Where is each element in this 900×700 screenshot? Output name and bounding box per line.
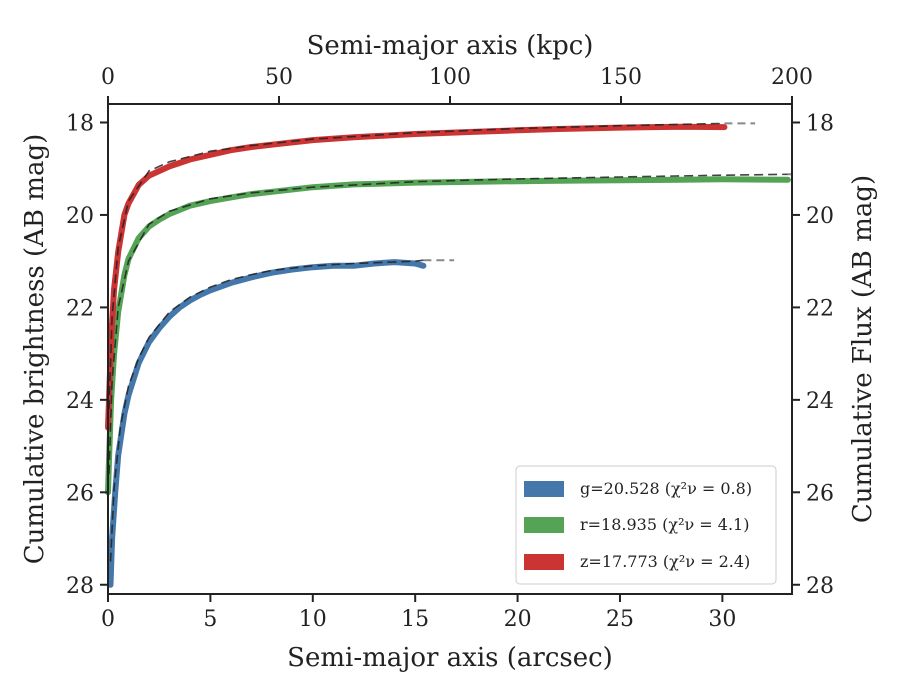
x-tick-label-10: 10 [299,607,327,632]
x-tick-label-0: 0 [101,607,115,632]
right-y-axis-label: Cumulative Flux (AB mag) [848,175,878,523]
y-tick-label-26: 26 [66,481,94,506]
legend-swatch-z [524,554,564,570]
series-curve-r [105,176,791,496]
right-y-tick-label-18: 18 [806,111,834,136]
legend: g=20.528 (χ²ν = 0.8) r=18.935 (χ²ν = 4.1… [515,465,777,585]
x-tick-label-30: 30 [708,607,736,632]
y-tick-label-22: 22 [66,296,94,321]
legend-label-r: r=18.935 (χ²ν = 4.1) [580,515,749,534]
x-axis-label: Semi-major axis (arcsec) [287,643,613,673]
y-tick-label-20: 20 [66,204,94,229]
y-tick-label-18: 18 [66,111,94,136]
right-y-tick-label-22: 22 [806,296,834,321]
legend-label-g: g=20.528 (χ²ν = 0.8) [580,479,752,498]
series-curve-z [105,123,728,431]
model-fits-layer [108,122,792,562]
x-tick-label-15: 15 [401,607,429,632]
right-y-axis: 18 20 22 24 26 28 [792,111,834,599]
right-y-tick-label-28: 28 [806,574,834,599]
bottom-x-axis: 0 5 10 15 20 25 30 [101,594,736,632]
top-x-axis: 0 50 100 150 200 [101,65,813,104]
legend-label-z: z=17.773 (χ²ν = 2.4) [580,552,750,571]
right-y-tick-label-24: 24 [806,389,834,414]
model-fit-r [108,173,788,474]
top-x-tick-label-150: 150 [600,65,642,90]
x-tick-label-5: 5 [203,607,217,632]
y-tick-label-28: 28 [66,574,94,599]
top-x-tick-label-200: 200 [771,65,813,90]
right-y-tick-label-20: 20 [806,204,834,229]
model-fit-g [109,259,424,562]
legend-box [515,465,777,585]
top-x-tick-label-100: 100 [429,65,471,90]
top-x-tick-label-0: 0 [101,65,115,90]
legend-swatch-r [524,517,564,533]
y-tick-label-24: 24 [66,389,94,414]
model-fit-z [108,122,725,410]
top-x-tick-label-50: 50 [265,65,293,90]
left-y-axis: 18 20 22 24 26 28 [66,111,108,599]
x-tick-label-20: 20 [504,607,532,632]
top-x-axis-label: Semi-major axis (kpc) [307,31,594,61]
y-axis-label: Cumulative brightness (AB mag) [20,134,50,565]
right-y-tick-label-26: 26 [806,481,834,506]
legend-swatch-g [524,481,564,497]
series-curve-g [107,259,427,588]
x-tick-label-25: 25 [606,607,634,632]
